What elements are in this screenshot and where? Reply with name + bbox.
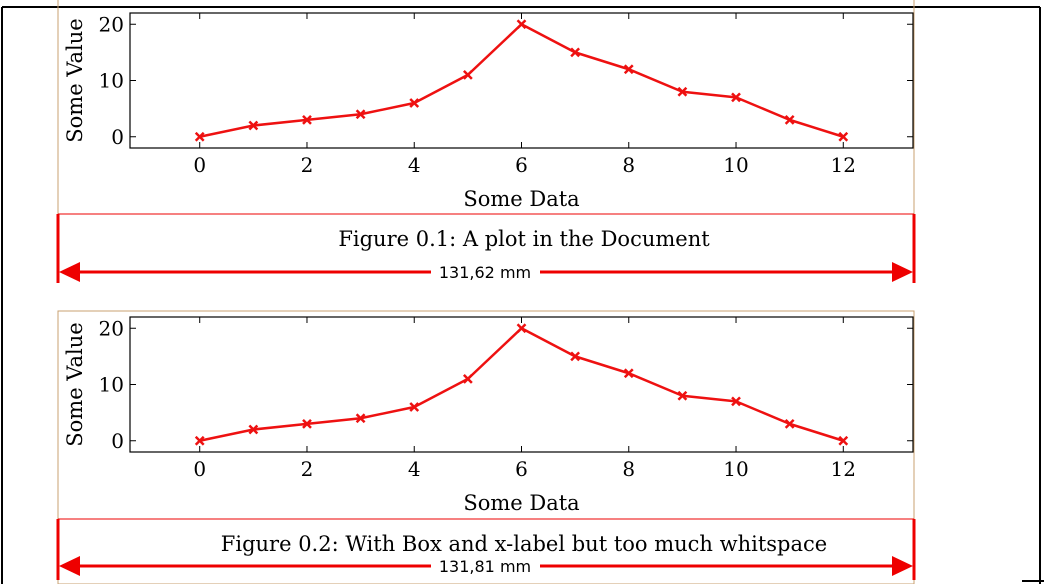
figure-2-width-label: 131,81 mm — [439, 557, 531, 576]
data-point-stroke — [784, 418, 795, 429]
figure-2-chart: 0 2 4 6 8 10 12 0 10 20 Some Data Some Value — [63, 316, 914, 515]
data-point-stroke — [731, 396, 741, 407]
x-tick-label: 6 — [515, 457, 528, 481]
data-point — [731, 92, 741, 103]
data-point — [838, 131, 849, 142]
data-point-stroke — [409, 402, 420, 412]
figure-2-width-dimension — [56, 519, 916, 580]
data-point — [623, 64, 634, 75]
series-line — [199, 23, 844, 138]
x-tick-label: 4 — [408, 153, 421, 177]
data-point-stroke — [302, 418, 312, 429]
y-tick-label: 20 — [99, 12, 124, 36]
y-tick-label: 10 — [99, 69, 124, 93]
data-point-stroke — [248, 120, 259, 131]
data-point-stroke — [623, 368, 634, 379]
data-point — [355, 109, 366, 120]
data-point — [784, 418, 795, 429]
figure-1-box — [57, 0, 915, 215]
data-point-stroke — [838, 435, 849, 446]
data-point-stroke — [462, 69, 473, 80]
data-point-stroke — [194, 131, 205, 142]
data-point — [677, 390, 688, 401]
data-point — [784, 114, 795, 125]
data-point-stroke — [677, 390, 688, 401]
x-axis-label: Some Data — [463, 187, 579, 211]
figure-1: 0 2 4 6 8 10 12 0 10 20 Some Data Some Value Figure… — [56, 0, 916, 283]
data-point-stroke — [570, 351, 581, 362]
arrowhead-left-icon — [59, 556, 80, 576]
data-point-stroke — [838, 131, 849, 142]
figure-2: 0 2 4 6 8 10 12 0 10 20 Some Data Some Value Figure… — [56, 310, 916, 584]
x-tick-label: 6 — [515, 153, 528, 177]
data-point — [570, 351, 581, 362]
x-tick-label: 0 — [193, 457, 206, 481]
data-point-stroke — [248, 424, 259, 435]
y-axis-label: Some Value — [63, 18, 87, 142]
figure-1-width-label: 131,62 mm — [439, 263, 531, 282]
figure-1-caption: Figure 0.1: A plot in the Document — [338, 227, 710, 251]
x-axis-label: Some Data — [463, 491, 579, 515]
arrowhead-left-icon — [59, 262, 80, 282]
data-point — [248, 120, 259, 131]
y-axis-label: Some Value — [63, 322, 87, 446]
arrowhead-right-icon — [892, 262, 913, 282]
data-point-stroke — [355, 109, 366, 120]
y-tick-label: 10 — [99, 373, 124, 397]
data-point — [409, 402, 420, 412]
data-point — [302, 114, 312, 125]
data-point-stroke — [516, 19, 527, 30]
data-point-stroke — [409, 98, 420, 108]
data-point — [409, 98, 420, 108]
data-point — [516, 323, 527, 334]
data-point — [194, 435, 205, 446]
figure-1-chart: 0 2 4 6 8 10 12 0 10 20 Some Data Some Value — [63, 12, 914, 211]
x-tick-label: 8 — [622, 153, 635, 177]
data-point-stroke — [570, 47, 581, 58]
data-point-stroke — [516, 323, 527, 334]
x-tick-label: 12 — [831, 457, 856, 481]
x-tick-label: 10 — [723, 153, 748, 177]
data-point — [462, 69, 473, 80]
data-point-stroke — [784, 114, 795, 125]
figure-1-width-dimension — [56, 214, 916, 283]
y-tick-label: 20 — [99, 316, 124, 340]
data-point — [302, 418, 312, 429]
y-tick-label: 0 — [111, 125, 124, 149]
data-point — [677, 86, 688, 97]
x-tick-label: 2 — [301, 153, 314, 177]
data-point-stroke — [355, 413, 366, 424]
data-point — [194, 131, 205, 142]
data-point — [838, 435, 849, 446]
x-tick-label: 0 — [193, 153, 206, 177]
data-point — [516, 19, 527, 30]
x-tick-label: 8 — [622, 457, 635, 481]
data-point-stroke — [302, 114, 312, 125]
data-point — [731, 396, 741, 407]
data-point — [570, 47, 581, 58]
data-point-stroke — [462, 373, 473, 384]
data-point-stroke — [677, 86, 688, 97]
data-point-stroke — [731, 92, 741, 103]
x-tick-label: 12 — [831, 153, 856, 177]
x-tick-label: 4 — [408, 457, 421, 481]
data-point — [623, 368, 634, 379]
data-point-stroke — [194, 435, 205, 446]
arrowhead-right-icon — [892, 556, 913, 576]
data-point — [248, 424, 259, 435]
figure-2-box — [57, 310, 915, 584]
data-point — [355, 413, 366, 424]
data-point-stroke — [623, 64, 634, 75]
x-tick-label: 2 — [301, 457, 314, 481]
page-frame — [1, 6, 1041, 584]
series-line — [199, 327, 844, 442]
figure-2-caption: Figure 0.2: With Box and x-label but too… — [221, 532, 827, 556]
y-tick-label: 0 — [111, 429, 124, 453]
x-tick-label: 10 — [723, 457, 748, 481]
data-point — [462, 373, 473, 384]
